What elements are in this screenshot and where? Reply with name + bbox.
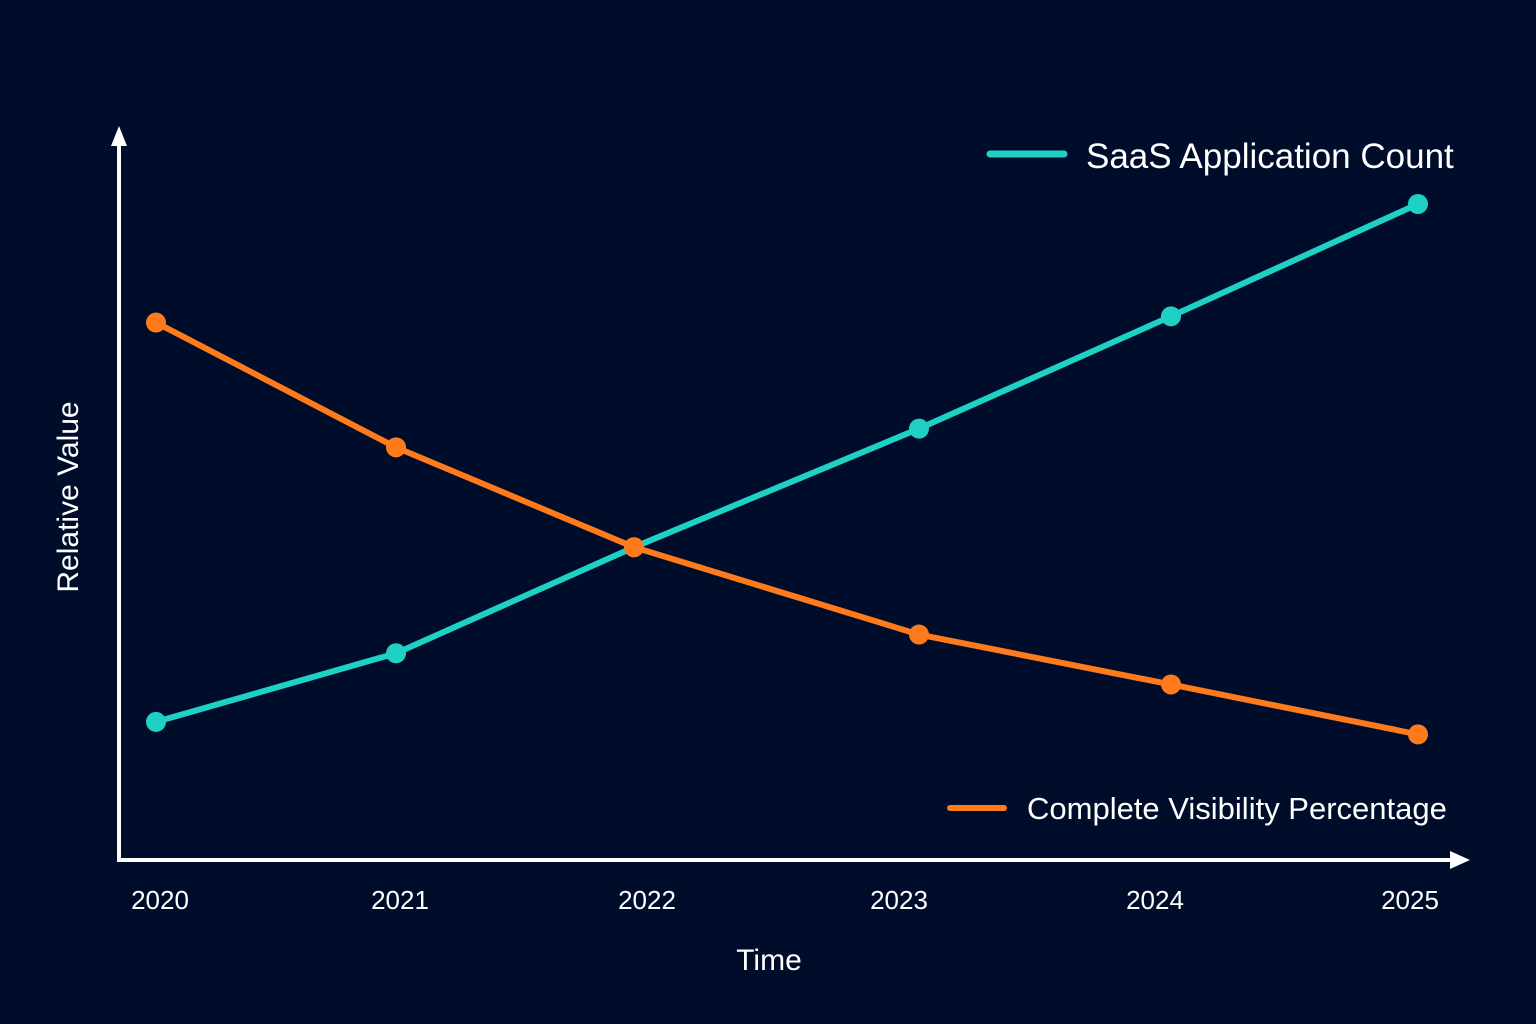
data-point-series-1 <box>386 437 406 458</box>
axes <box>111 126 1470 869</box>
series-line-0 <box>153 201 1421 725</box>
x-tick-label: 2020 <box>131 885 189 915</box>
legend-label-visibility: Complete Visibility Percentage <box>1027 791 1447 826</box>
x-tick-label: 2021 <box>371 885 429 915</box>
x-tick-label: 2024 <box>1126 885 1184 915</box>
data-point-series-0 <box>146 711 166 732</box>
data-point-series-1 <box>1408 724 1428 745</box>
data-point-series-1 <box>1161 674 1181 695</box>
data-point-series-0 <box>1161 306 1181 327</box>
data-point-series-1 <box>909 624 929 645</box>
data-point-series-0 <box>1408 194 1428 214</box>
series-layer <box>146 194 1428 745</box>
x-tick-label: 2025 <box>1381 885 1439 915</box>
x-axis-title: Time <box>736 944 802 977</box>
data-point-series-0 <box>909 418 929 439</box>
legend-label-saas: SaaS Application Count <box>1086 137 1454 176</box>
y-axis-title: Relative Value <box>52 401 85 592</box>
data-point-series-1 <box>624 537 644 558</box>
y-axis-arrow-icon <box>111 126 127 146</box>
x-tick-labels: 2020 2021 2022 2023 2024 2025 <box>131 885 1439 915</box>
x-axis-arrow-icon <box>1450 851 1470 869</box>
data-point-series-0 <box>386 643 406 664</box>
legend-saas: SaaS Application Count <box>986 137 1454 176</box>
x-tick-label: 2022 <box>618 885 676 915</box>
series-line-1 <box>153 319 1421 738</box>
legend-visibility: Complete Visibility Percentage <box>947 791 1447 826</box>
x-tick-label: 2023 <box>870 885 928 915</box>
data-point-series-1 <box>146 312 166 333</box>
